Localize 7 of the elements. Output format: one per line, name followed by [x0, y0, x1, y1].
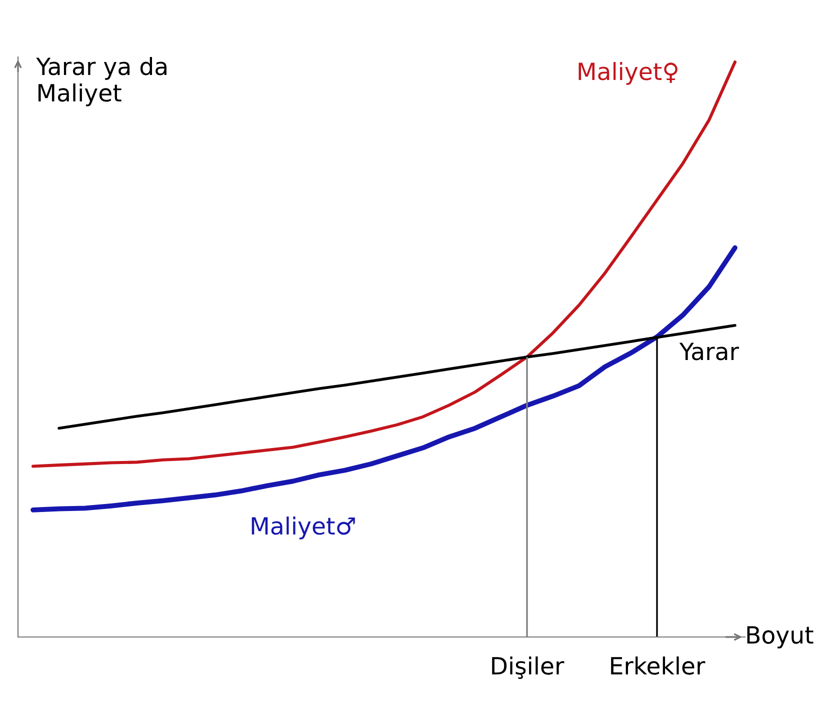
y-axis-title: Yarar ya da Maliyet: [36, 57, 166, 106]
series-label: Maliyet♂: [252, 516, 355, 540]
x-tick-label: Dişiler: [492, 656, 564, 679]
x-axis-title: Boyut: [747, 626, 814, 648]
series-label: Yarar: [679, 342, 739, 360]
series-label: Maliyet♀: [578, 62, 678, 85]
x-tick-label: Erkekler: [611, 656, 706, 675]
